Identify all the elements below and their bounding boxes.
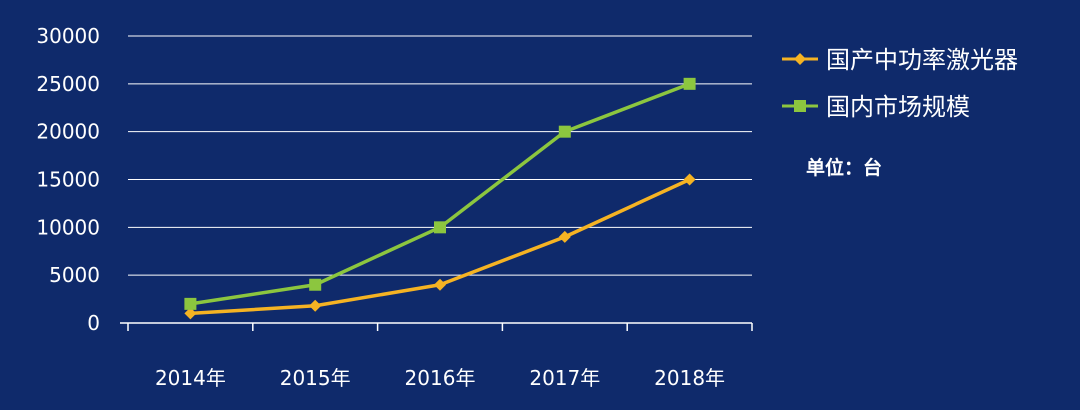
x-tick-label: 2016年 (405, 366, 476, 390)
data-point-1-0 (184, 297, 197, 310)
series-group (184, 77, 696, 320)
data-point-0-1 (309, 299, 322, 312)
legend-item-1: 国内市场规模 (782, 93, 970, 121)
gridlines (128, 35, 752, 276)
series-line-1 (190, 82, 691, 306)
y-tick-label: 20000 (36, 120, 100, 144)
square-marker-icon (794, 100, 806, 112)
x-axis: 2014年 2015年 2016年 2017年 2018年 (120, 322, 753, 390)
x-tick-label: 2018年 (654, 366, 725, 390)
y-tick-label: 25000 (36, 72, 100, 96)
y-tick-label: 15000 (36, 168, 100, 192)
y-tick-label: 30000 (36, 24, 100, 48)
y-tick-label: 5000 (49, 263, 100, 287)
y-tick-label: 10000 (36, 215, 100, 239)
data-point-0-2 (434, 278, 446, 291)
legend-label: 国内市场规模 (826, 93, 970, 121)
diamond-marker-icon (794, 53, 806, 65)
data-point-1-3 (558, 125, 571, 138)
legend-label: 国产中功率激光器 (826, 46, 1018, 74)
unit-note: 单位：台 (806, 156, 882, 179)
legend-item-0: 国产中功率激光器 (782, 46, 1018, 74)
x-tick-label: 2017年 (529, 366, 600, 390)
y-axis: 0 5000 10000 15000 20000 25000 30000 (36, 24, 100, 335)
x-tick-label: 2014年 (155, 366, 226, 390)
data-point-1-1 (309, 278, 322, 291)
y-tick-label: 0 (87, 311, 100, 335)
data-point-0-4 (683, 173, 696, 186)
data-point-1-4 (683, 77, 696, 90)
data-point-0-0 (184, 307, 197, 320)
legend: 国产中功率激光器 国内市场规模 (782, 46, 1018, 121)
x-tick-label: 2015年 (280, 366, 351, 390)
data-point-1-2 (434, 221, 446, 234)
data-point-0-3 (558, 230, 571, 243)
